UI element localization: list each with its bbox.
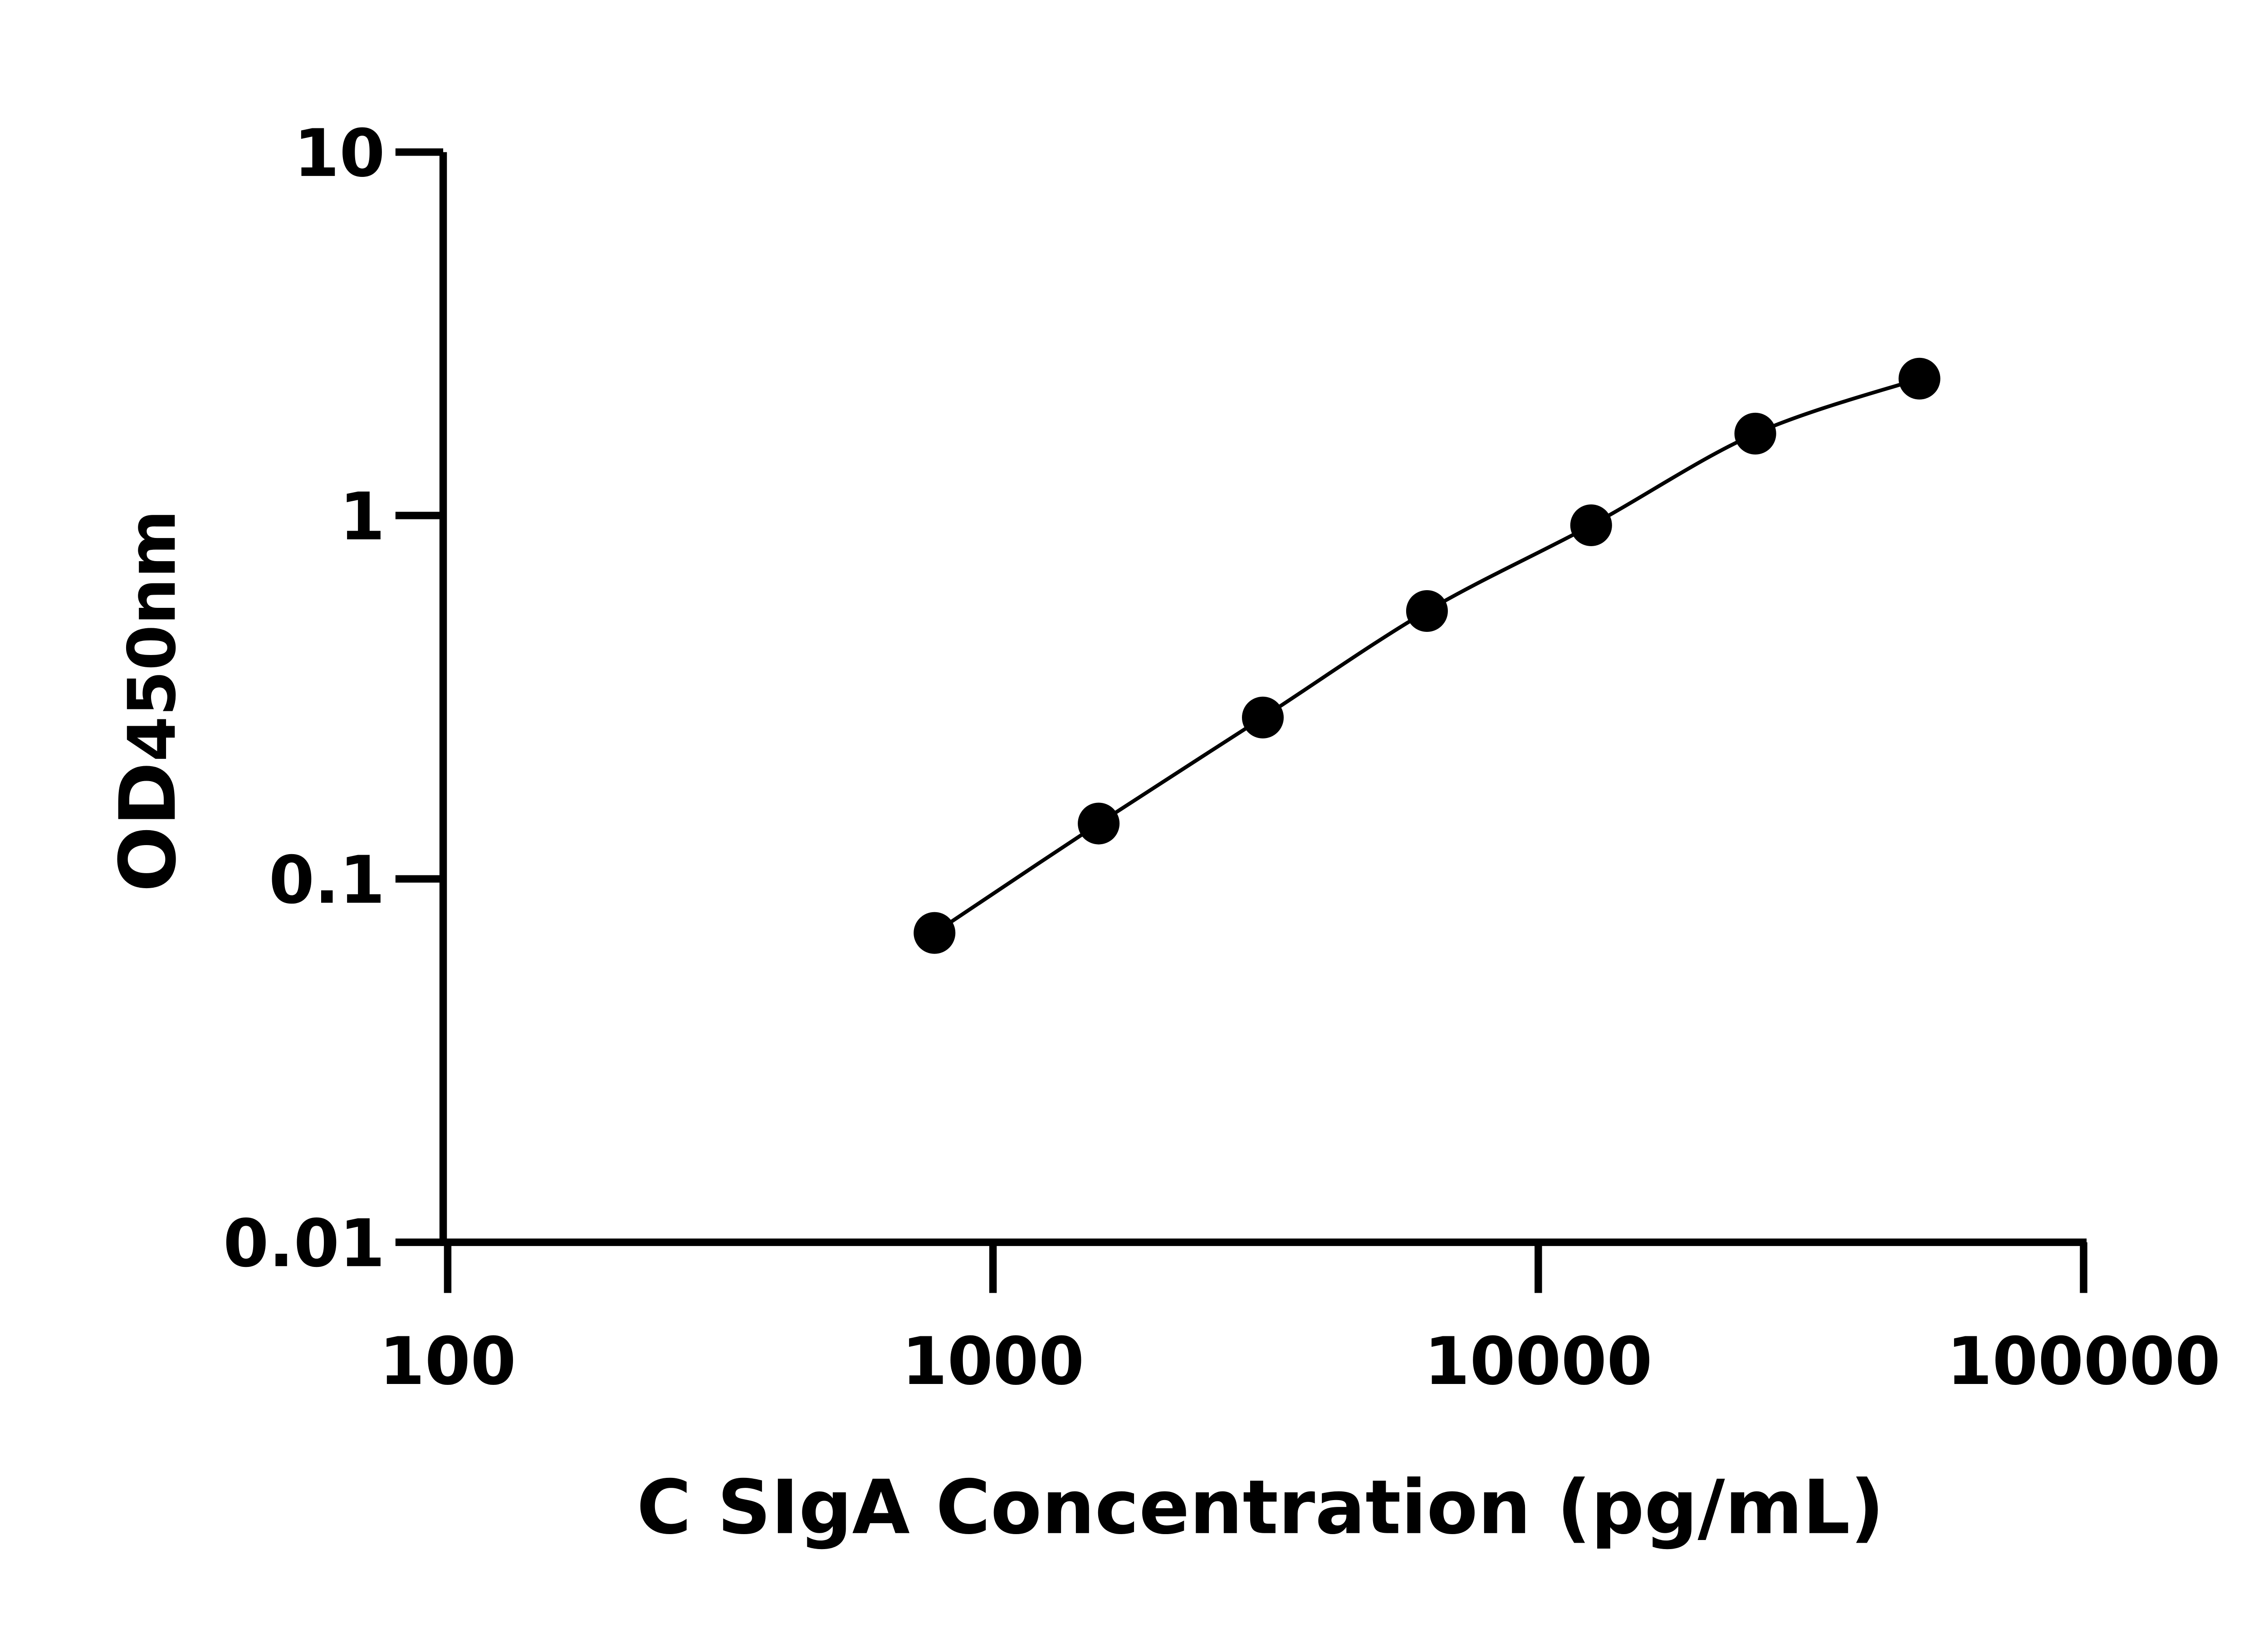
data-points <box>914 357 1941 954</box>
ticks: 100 1000 10000 100000 0.01 0.1 1 10 <box>223 116 2220 1400</box>
y-tick-label: 0.1 <box>269 842 385 919</box>
data-point <box>1078 802 1120 845</box>
data-point <box>1242 696 1284 738</box>
data-point <box>1406 590 1448 632</box>
x-axis-label: C SIgA Concentration (pg/mL) <box>637 1464 1884 1551</box>
y-axis-label-main: OD <box>103 762 193 892</box>
y-tick-label: 1 <box>339 479 385 555</box>
data-point <box>914 912 956 954</box>
data-point <box>1898 357 1941 400</box>
data-point <box>1734 412 1776 455</box>
y-tick-label: 10 <box>294 116 385 192</box>
y-tick-label: 0.01 <box>223 1206 385 1282</box>
fit-curve <box>933 376 1920 935</box>
x-tick-label: 100000 <box>1947 1324 2221 1400</box>
y-axis-label: OD450nm <box>103 510 193 892</box>
x-tick-label: 1000 <box>902 1324 1085 1400</box>
y-axis-label-sub: 450nm <box>114 510 191 762</box>
x-tick-label: 100 <box>379 1324 516 1400</box>
data-point <box>1570 504 1612 546</box>
axes <box>439 152 2087 1246</box>
x-tick-label: 10000 <box>1424 1324 1652 1400</box>
